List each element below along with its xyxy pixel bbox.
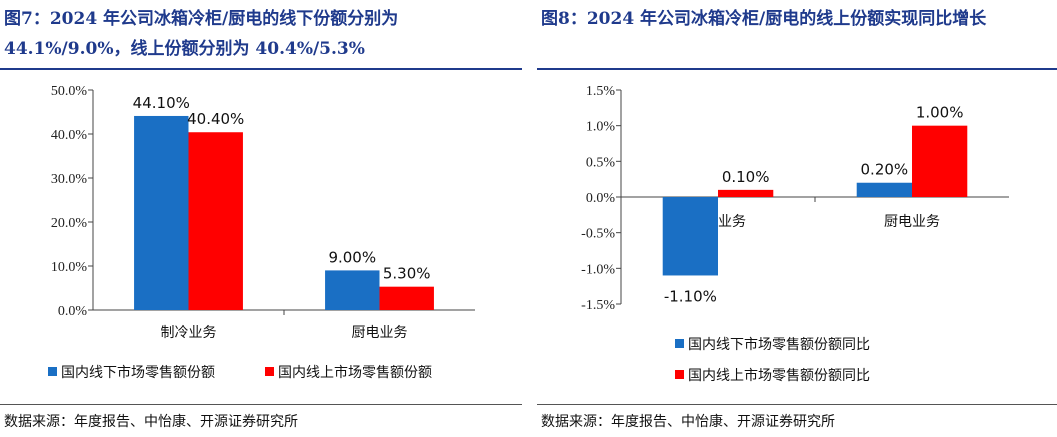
left-bar <box>325 270 380 310</box>
right-y-tick-label: 0.0% <box>586 191 616 206</box>
left-bar <box>134 115 189 311</box>
left-chart: 0.0% 10.0% 20.0% 30.0% 40.0% 50.0% 制冷业务 44.10%4… <box>48 84 475 381</box>
right-data-label: 1.00% <box>916 104 964 122</box>
right-bar <box>856 182 912 197</box>
left-y-tick-label: 0.0% <box>58 304 88 319</box>
right-category-label: 厨电业务 <box>884 214 940 230</box>
right-figure-panel: 图8：2024 年公司冰箱冷柜/厨电的线上份额实现同比增长 -1.5% -1.0%… <box>537 0 1057 437</box>
left-category-label: 制冷业务 <box>161 325 217 341</box>
left-data-label: 9.00% <box>328 248 376 266</box>
right-y-tick-label: -0.5% <box>581 227 615 242</box>
right-title-rule <box>537 68 1057 70</box>
left-bar <box>379 286 434 310</box>
right-bar <box>912 125 968 197</box>
left-source-rule <box>0 404 522 405</box>
right-y-tick-label: 1.5% <box>586 84 616 99</box>
left-legend-swatch <box>265 367 274 376</box>
left-data-label: 5.30% <box>383 265 431 283</box>
right-bar <box>718 189 774 197</box>
right-data-label: 0.20% <box>861 161 909 179</box>
right-data-label: 0.10% <box>722 168 770 186</box>
right-legend-swatch <box>675 339 684 348</box>
left-y-tick-label: 30.0% <box>51 172 88 187</box>
left-y-tick-label: 10.0% <box>51 260 88 275</box>
right-source-note: 数据来源：年度报告、中怡康、开源证券研究所 <box>541 414 835 430</box>
left-source-note: 数据来源：年度报告、中怡康、开源证券研究所 <box>4 414 298 430</box>
left-category-label: 厨电业务 <box>352 325 408 341</box>
right-legend-swatch <box>675 370 684 379</box>
right-chart: -1.5%-1.0%-0.5%0.0%0.5%1.0%1.5%制冷业务-1.10… <box>581 84 1009 384</box>
right-data-label: -1.10% <box>664 287 717 305</box>
right-bar <box>662 197 718 276</box>
right-y-tick-label: 1.0% <box>586 120 616 135</box>
right-source-rule <box>537 404 1057 405</box>
left-bar <box>188 132 243 310</box>
left-title-rule <box>0 68 522 70</box>
right-y-tick-label: 0.5% <box>586 155 616 170</box>
left-legend-label: 国内线下市场零售额份额 <box>61 364 215 381</box>
left-legend-swatch <box>48 367 57 376</box>
right-figure-title: 图8：2024 年公司冰箱冷柜/厨电的线上份额实现同比增长 <box>541 9 987 29</box>
right-y-tick-label: -1.5% <box>581 298 615 313</box>
left-y-tick-label: 20.0% <box>51 216 88 231</box>
right-y-tick-label: -1.0% <box>581 262 615 277</box>
left-y-tick-label: 40.0% <box>51 128 88 143</box>
left-data-label: 40.40% <box>187 110 244 128</box>
left-legend-label: 国内线上市场零售额份额 <box>278 364 432 381</box>
left-data-label: 44.10% <box>133 94 190 112</box>
right-legend-label: 国内线上市场零售额份额同比 <box>688 367 870 384</box>
left-y-tick-label: 50.0% <box>51 84 88 99</box>
left-figure-panel: 图7：2024 年公司冰箱冷柜/厨电的线下份额分别为44.1%/9.0%，线上份… <box>0 0 522 437</box>
right-legend-label: 国内线下市场零售额份额同比 <box>688 336 870 353</box>
left-figure-title: 图7：2024 年公司冰箱冷柜/厨电的线下份额分别为44.1%/9.0%，线上份… <box>4 9 399 59</box>
